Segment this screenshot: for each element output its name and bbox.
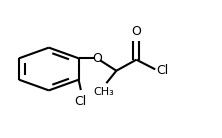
- Text: Cl: Cl: [75, 95, 87, 108]
- Text: O: O: [93, 52, 102, 65]
- Text: O: O: [131, 25, 141, 38]
- Text: Cl: Cl: [156, 64, 168, 77]
- Text: CH₃: CH₃: [94, 87, 115, 97]
